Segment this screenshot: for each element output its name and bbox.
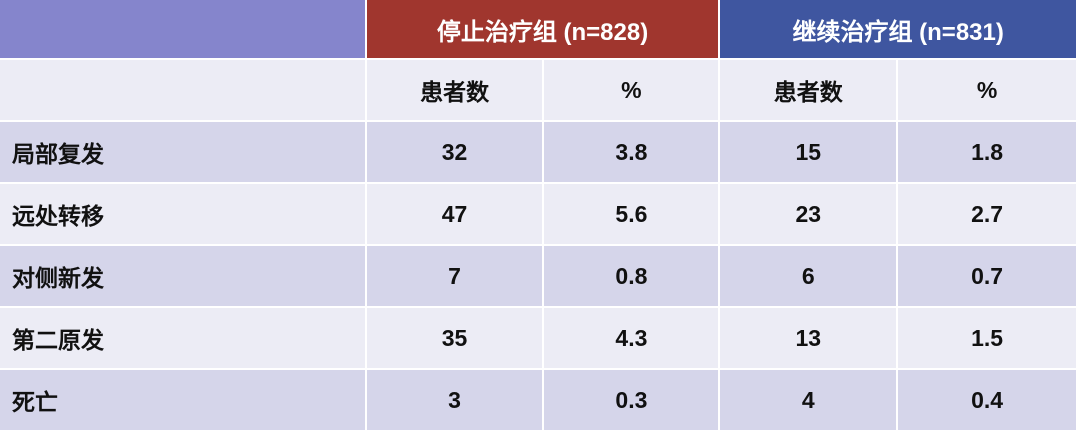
stop-pct: 4.3 (544, 308, 719, 368)
row-label: 局部复发 (0, 122, 365, 182)
continue-pct: 0.4 (898, 370, 1076, 430)
stop-pct: 5.6 (544, 184, 719, 244)
corner-cell (0, 0, 365, 58)
continue-count: 13 (720, 308, 897, 368)
stop-pct-header: % (544, 60, 719, 120)
group-header-row: 停止治疗组 (n=828) 继续治疗组 (n=831) (0, 0, 1076, 58)
row-label: 第二原发 (0, 308, 365, 368)
continue-count: 23 (720, 184, 897, 244)
row-label: 对侧新发 (0, 246, 365, 306)
empty-cell (0, 60, 365, 120)
continue-group-header: 继续治疗组 (n=831) (720, 0, 1076, 58)
table-row: 对侧新发 7 0.8 6 0.7 (0, 246, 1076, 306)
continue-count: 6 (720, 246, 897, 306)
table-row: 第二原发 35 4.3 13 1.5 (0, 308, 1076, 368)
table-row: 死亡 3 0.3 4 0.4 (0, 370, 1076, 430)
continue-pct: 1.8 (898, 122, 1076, 182)
stop-pct: 0.8 (544, 246, 719, 306)
continue-pct: 1.5 (898, 308, 1076, 368)
stop-pct: 0.3 (544, 370, 719, 430)
stop-count: 32 (366, 122, 543, 182)
table-row: 局部复发 32 3.8 15 1.8 (0, 122, 1076, 182)
continue-count: 15 (720, 122, 897, 182)
stop-count-header: 患者数 (366, 60, 543, 120)
continue-count: 4 (720, 370, 897, 430)
stop-pct: 3.8 (544, 122, 719, 182)
continue-pct: 2.7 (898, 184, 1076, 244)
row-label: 远处转移 (0, 184, 365, 244)
stop-count: 47 (366, 184, 543, 244)
stop-count: 35 (366, 308, 543, 368)
continue-pct: 0.7 (898, 246, 1076, 306)
stop-count: 3 (366, 370, 543, 430)
table-row: 远处转移 47 5.6 23 2.7 (0, 184, 1076, 244)
stop-count: 7 (366, 246, 543, 306)
subheader-row: 患者数 % 患者数 % (0, 60, 1076, 120)
stop-group-header: 停止治疗组 (n=828) (366, 0, 719, 58)
row-label: 死亡 (0, 370, 365, 430)
continue-pct-header: % (898, 60, 1076, 120)
continue-count-header: 患者数 (720, 60, 897, 120)
